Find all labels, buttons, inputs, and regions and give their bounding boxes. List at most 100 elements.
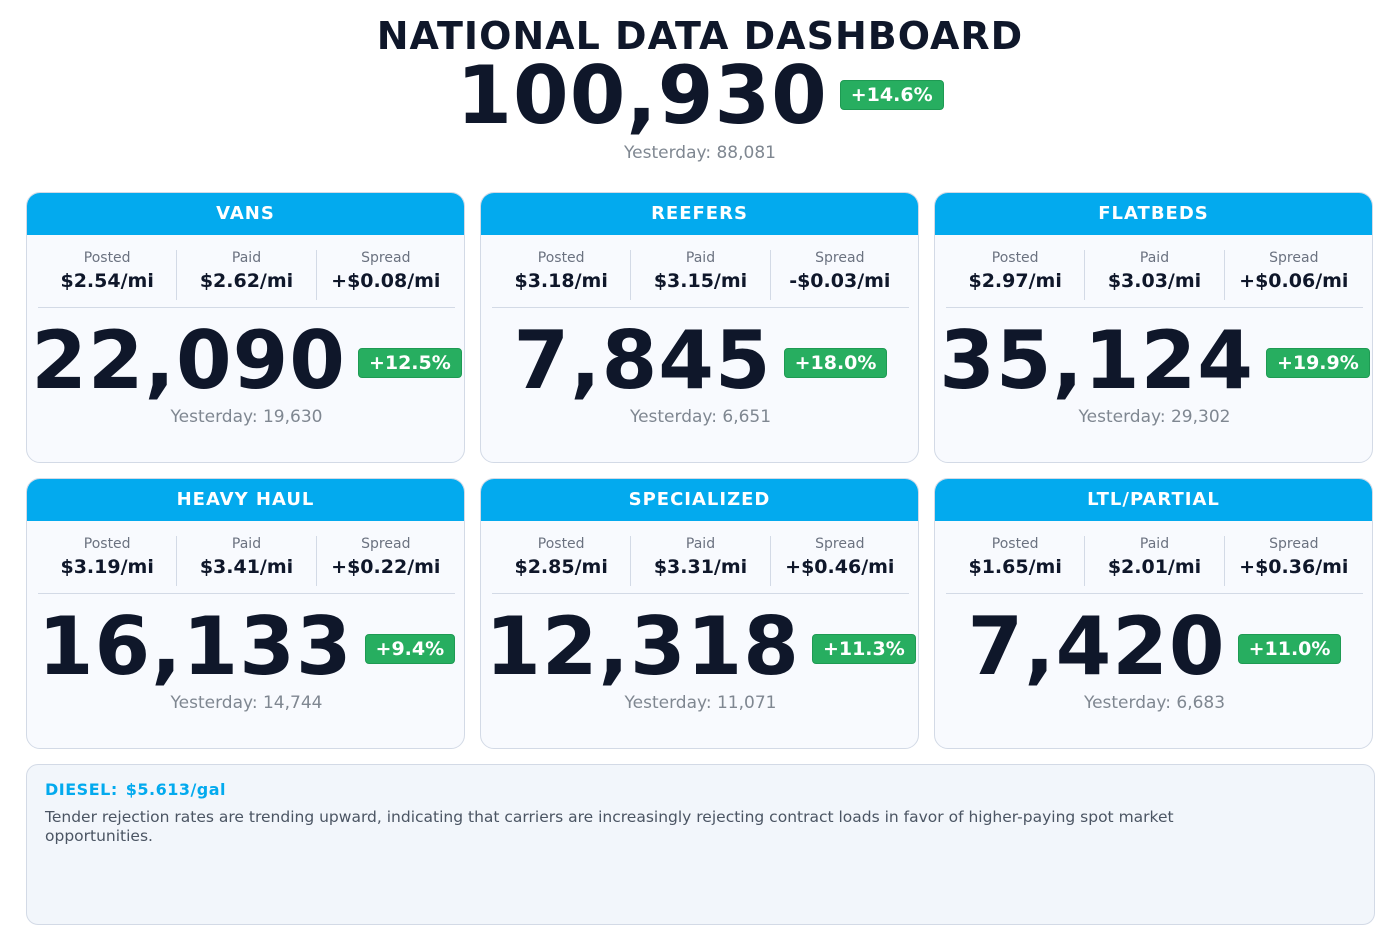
card-title: VANS: [27, 193, 464, 235]
stat-value: $3.31/mi: [653, 556, 748, 578]
stat-value: $3.15/mi: [653, 270, 748, 292]
stat-paid: Paid $3.41/mi: [177, 536, 317, 586]
stat-spread: Spread -$0.03/mi: [771, 250, 909, 300]
card-ltl-partial: LTL/PARTIAL Posted $1.65/mi Paid $2.01/m…: [934, 478, 1373, 749]
stat-label: Spread: [815, 536, 865, 552]
stat-spread: Spread +$0.08/mi: [317, 250, 455, 300]
stat-label: Posted: [991, 536, 1039, 552]
dashboard-header: NATIONAL DATA DASHBOARD 100,930 +14.6% Y…: [0, 0, 1400, 180]
stat-value: +$0.46/mi: [785, 556, 895, 578]
card-main-row: 22,090 +12.5%: [27, 314, 464, 407]
stat-value: $2.01/mi: [1107, 556, 1202, 578]
stat-value: $2.97/mi: [968, 270, 1062, 292]
stat-label: Paid: [685, 250, 716, 266]
stat-paid: Paid $2.62/mi: [177, 250, 317, 300]
stat-posted: Posted $2.54/mi: [38, 250, 178, 300]
card-divider: [946, 307, 1363, 308]
card-divider: [38, 593, 455, 594]
card-yesterday: Yesterday: 6,651: [629, 407, 772, 427]
stat-posted: Posted $2.85/mi: [492, 536, 632, 586]
stat-label: Posted: [83, 250, 131, 266]
stat-value: $3.18/mi: [514, 270, 608, 292]
card-divider: [38, 307, 455, 308]
card-title: SPECIALIZED: [481, 479, 918, 521]
card-heavy-haul: HEAVY HAUL Posted $3.19/mi Paid $3.41/mi…: [26, 478, 465, 749]
stat-value: +$0.08/mi: [331, 270, 441, 292]
stat-value: +$0.06/mi: [1239, 270, 1349, 292]
card-stats: Posted $2.54/mi Paid $2.62/mi Spread +$0…: [38, 250, 455, 300]
card-divider: [492, 307, 909, 308]
diesel-value: $5.613/gal: [125, 780, 227, 799]
change-badge: +11.0%: [1237, 634, 1342, 664]
card-value: 7,845: [513, 314, 772, 407]
card-main-row: 16,133 +9.4%: [27, 600, 464, 693]
stat-value: $2.54/mi: [60, 270, 154, 292]
stat-posted: Posted $3.18/mi: [492, 250, 632, 300]
card-main-row: 12,318 +11.3%: [481, 600, 918, 693]
card-stats: Posted $2.97/mi Paid $3.03/mi Spread +$0…: [946, 250, 1363, 300]
stat-spread: Spread +$0.36/mi: [1225, 536, 1363, 586]
stat-value: -$0.03/mi: [789, 270, 891, 292]
stat-value: $2.62/mi: [199, 270, 294, 292]
stat-value: $2.85/mi: [514, 556, 608, 578]
change-badge: +12.5%: [357, 348, 462, 378]
total-change-badge: +14.6%: [839, 80, 944, 110]
stat-posted: Posted $1.65/mi: [946, 536, 1086, 586]
stat-spread: Spread +$0.46/mi: [771, 536, 909, 586]
card-stats: Posted $3.18/mi Paid $3.15/mi Spread -$0…: [492, 250, 909, 300]
card-stats: Posted $2.85/mi Paid $3.31/mi Spread +$0…: [492, 536, 909, 586]
stat-label: Spread: [1269, 250, 1319, 266]
stat-posted: Posted $3.19/mi: [38, 536, 178, 586]
card-value: 12,318: [485, 600, 800, 693]
diesel-price: DIESEL: $5.613/gal: [45, 780, 234, 799]
card-value: 7,420: [967, 600, 1226, 693]
card-flatbeds: FLATBEDS Posted $2.97/mi Paid $3.03/mi S…: [934, 192, 1373, 463]
card-yesterday: Yesterday: 19,630: [170, 407, 323, 427]
stat-paid: Paid $3.31/mi: [631, 536, 771, 586]
total-yesterday: Yesterday: 88,081: [624, 143, 776, 163]
stat-spread: Spread +$0.06/mi: [1225, 250, 1363, 300]
card-main-row: 7,420 +11.0%: [935, 600, 1372, 693]
stat-label: Paid: [1139, 250, 1170, 266]
card-value: 16,133: [37, 600, 353, 693]
change-badge: +19.9%: [1265, 348, 1370, 378]
stat-label: Paid: [1139, 536, 1170, 552]
stat-paid: Paid $3.15/mi: [631, 250, 771, 300]
card-value: 22,090: [31, 314, 346, 407]
card-main-row: 35,124 +19.9%: [935, 317, 1372, 405]
card-vans: VANS Posted $2.54/mi Paid $2.62/mi Sprea…: [26, 192, 465, 463]
header-total-row: 100,930 +14.6%: [0, 52, 1400, 140]
change-badge: +9.4%: [364, 634, 456, 664]
stat-value: +$0.22/mi: [331, 556, 441, 578]
card-yesterday: Yesterday: 29,302: [1078, 407, 1231, 427]
stat-label: Paid: [231, 250, 262, 266]
stat-value: $3.03/mi: [1107, 270, 1202, 292]
stat-label: Paid: [231, 536, 262, 552]
card-divider: [946, 593, 1363, 594]
stat-label: Spread: [1269, 536, 1319, 552]
stat-value: +$0.36/mi: [1239, 556, 1349, 578]
card-reefers: REEFERS Posted $3.18/mi Paid $3.15/mi Sp…: [480, 192, 919, 463]
stat-label: Spread: [815, 250, 865, 266]
total-loads-value: 100,930: [456, 49, 828, 142]
stat-posted: Posted $2.97/mi: [946, 250, 1086, 300]
change-badge: +18.0%: [783, 348, 888, 378]
stat-label: Posted: [991, 250, 1039, 266]
card-title: FLATBEDS: [935, 193, 1372, 235]
card-yesterday: Yesterday: 11,071: [624, 693, 777, 713]
stat-spread: Spread +$0.22/mi: [317, 536, 455, 586]
card-stats: Posted $3.19/mi Paid $3.41/mi Spread +$0…: [38, 536, 455, 586]
card-yesterday: Yesterday: 14,744: [170, 693, 323, 713]
market-note-panel: DIESEL: $5.613/gal Tender rejection rates…: [26, 764, 1375, 925]
card-yesterday: Yesterday: 6,683: [1083, 693, 1226, 713]
stat-label: Spread: [361, 536, 411, 552]
card-title: HEAVY HAUL: [27, 479, 464, 521]
stat-label: Spread: [361, 250, 411, 266]
card-title: REEFERS: [481, 193, 918, 235]
stat-paid: Paid $3.03/mi: [1085, 250, 1225, 300]
card-specialized: SPECIALIZED Posted $2.85/mi Paid $3.31/m…: [480, 478, 919, 749]
change-badge: +11.3%: [811, 634, 916, 664]
stat-label: Posted: [83, 536, 131, 552]
stat-paid: Paid $2.01/mi: [1085, 536, 1225, 586]
stat-label: Posted: [537, 250, 585, 266]
